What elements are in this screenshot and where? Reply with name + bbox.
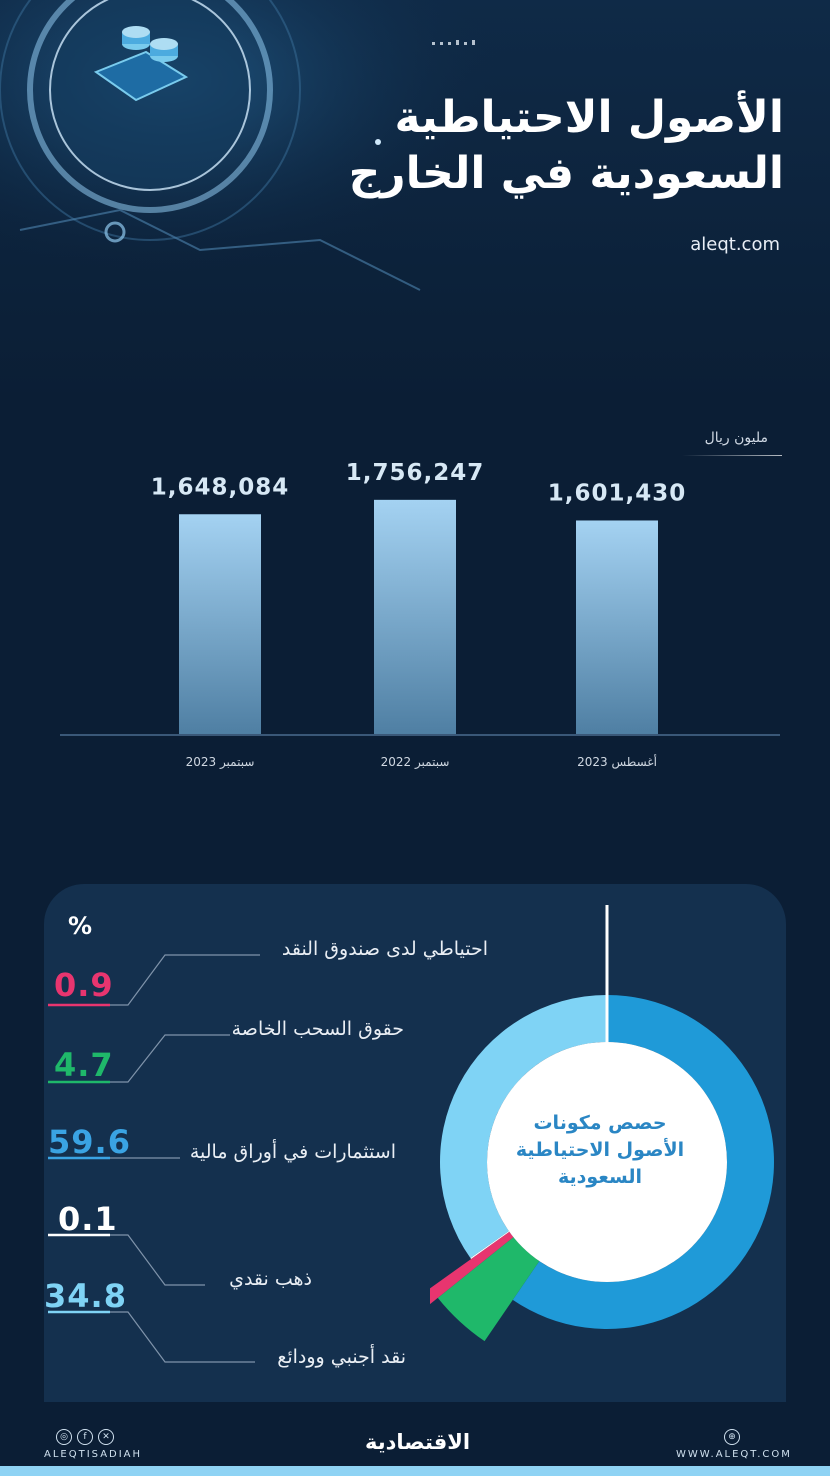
- bar: [576, 520, 658, 734]
- legend-label-sdr: حقوق السحب الخاصة: [231, 1018, 404, 1040]
- unit-label: مليون ريال: [704, 430, 768, 446]
- legend-label-gold: ذهب نقدي: [229, 1268, 312, 1290]
- bar-value-label: 1,648,084: [151, 474, 290, 500]
- facebook-icon[interactable]: f: [77, 1429, 93, 1445]
- legend-label-securities: استثمارات في أوراق مالية: [189, 1141, 396, 1163]
- donut-center-circle: [487, 1042, 727, 1282]
- instagram-icon[interactable]: ◎: [56, 1429, 72, 1445]
- bar: [179, 514, 261, 734]
- donut-title-line-1: حصص مكونات: [533, 1112, 667, 1134]
- globe-icon: ⊕: [724, 1424, 745, 1445]
- legend-label-fx: نقد أجنبي وودائع: [277, 1346, 406, 1368]
- title-line-2: السعودية في الخارج: [348, 148, 784, 199]
- site-url[interactable]: aleqt.com: [690, 234, 780, 255]
- legend-value-fx: 34.8: [44, 1277, 127, 1315]
- legend-value-securities: 59.6: [48, 1123, 131, 1161]
- legend-label-imf: احتياطي لدى صندوق النقد: [281, 938, 488, 960]
- website-url[interactable]: WWW.ALEQT.COM: [676, 1449, 792, 1460]
- bar-category-label: سبتمبر 2022: [381, 755, 450, 770]
- donut-slice: [439, 995, 608, 1259]
- bar-category-label: أغسطس 2023: [577, 754, 657, 770]
- bar-value-label: 1,756,247: [346, 460, 485, 486]
- donut-title-line-2: الأصول الاحتياطية: [515, 1139, 685, 1161]
- donut-center-title: حصص مكونات الأصول الاحتياطية السعودية: [480, 1110, 720, 1191]
- bar: [374, 499, 456, 734]
- legend-value-imf: 0.9: [54, 966, 114, 1004]
- footer-accent-bar: [0, 1466, 830, 1476]
- bar-value-label: 1,601,430: [548, 480, 687, 506]
- social-handle: ALEQTISADIAH: [44, 1449, 143, 1460]
- donut-chart: [430, 905, 774, 1342]
- donut-slice: [512, 995, 774, 1329]
- donut-slice: [437, 1237, 540, 1342]
- legend-value-gold: 0.1: [58, 1200, 118, 1238]
- legend-value-sdr: 4.7: [54, 1046, 114, 1084]
- bar-chart: 1,648,084 سبتمبر 2023 1,756,247 سبتمبر 2022…: [60, 460, 780, 770]
- donut-slice: [470, 1231, 510, 1260]
- title-line-1: الأصول الاحتياطية: [394, 92, 784, 143]
- donut-slice: [430, 1231, 514, 1305]
- hero-illustration: [0, 0, 560, 320]
- x-icon[interactable]: ✕: [98, 1429, 114, 1445]
- bar-category-label: سبتمبر 2023: [186, 755, 255, 770]
- social-links: ◎ f ✕: [56, 1424, 119, 1445]
- brand-logo: الاقتصادية: [365, 1430, 471, 1454]
- unit-underline: [682, 455, 782, 456]
- percent-sign: %: [68, 912, 93, 940]
- donut-title-line-3: السعودية: [557, 1166, 643, 1188]
